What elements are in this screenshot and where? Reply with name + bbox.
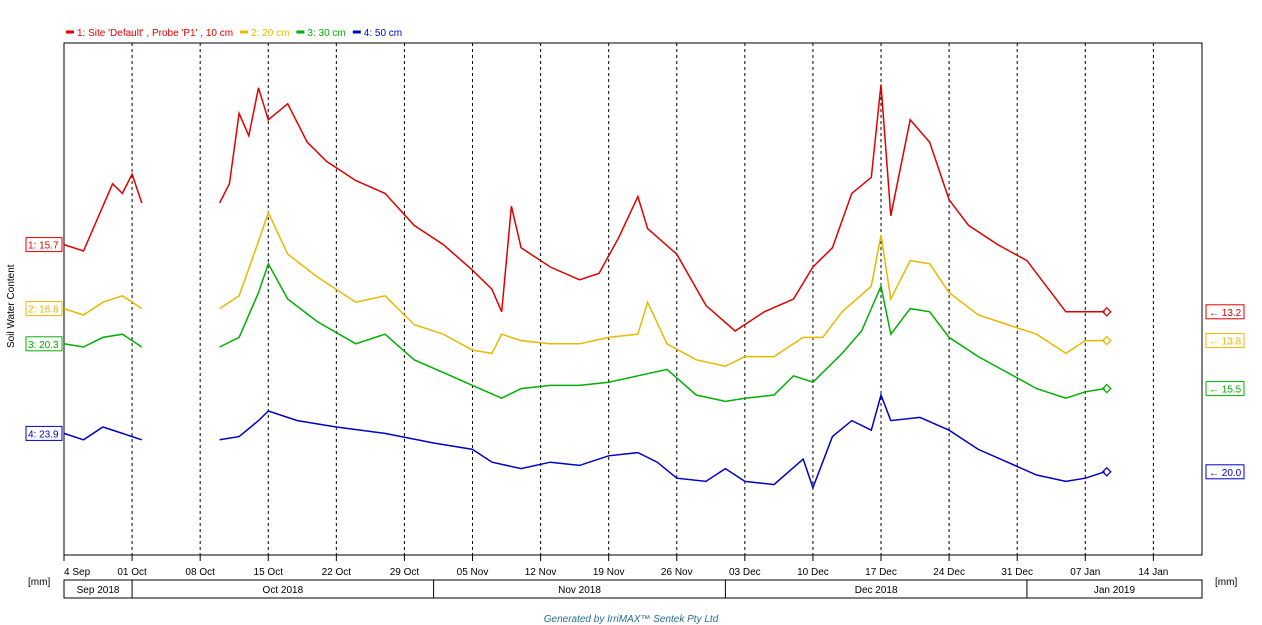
legend-item-3: 3: 30 cm	[307, 28, 345, 39]
x-tick-label: 31 Dec	[1001, 567, 1033, 578]
series-start-box-4	[25, 425, 63, 441]
month-band	[63, 579, 1203, 599]
legend-item-2: 2: 20 cm	[251, 28, 289, 39]
x-tick-label: 14 Jan	[1138, 567, 1168, 578]
x-tick-label: 26 Nov	[661, 567, 693, 578]
series-line-2	[219, 210, 1105, 367]
series-line-3	[63, 333, 143, 348]
series-start-label-1: 1: 15.7	[28, 241, 59, 252]
series-end-box-3	[1205, 381, 1245, 397]
series-end-box-1	[1205, 304, 1245, 320]
x-tick-label: 22 Oct	[322, 567, 352, 578]
series-end-marker-3	[1101, 383, 1112, 394]
series-end-label-2: ← 13.8	[1209, 337, 1242, 348]
series-start-label-3: 3: 20.3	[28, 340, 59, 351]
x-tick-label: 07 Jan	[1070, 567, 1100, 578]
series-end-label-1: ← 13.2	[1209, 308, 1242, 319]
series-line-1	[218, 84, 1105, 332]
x-tick-label: 03 Dec	[729, 567, 761, 578]
series-end-marker-1	[1101, 306, 1112, 317]
unit-right: [mm]	[1215, 577, 1237, 588]
series-line-3	[219, 261, 1105, 403]
series-end-box-4	[1205, 464, 1245, 480]
series-line-1	[63, 172, 143, 252]
series-end-box-2	[1205, 333, 1245, 349]
series-line-2	[63, 294, 143, 316]
series-start-box-2	[25, 301, 63, 317]
legend-item-4: 4: 50 cm	[364, 28, 402, 39]
series-end-label-3: ← 15.5	[1209, 385, 1242, 396]
series-line-4	[63, 426, 143, 441]
x-tick-label: 15 Oct	[254, 567, 284, 578]
x-tick-label: 08 Oct	[185, 567, 215, 578]
x-tick-label: 19 Nov	[593, 567, 625, 578]
series-start-label-2: 2: 16.8	[28, 305, 59, 316]
x-tick-label: 01 Oct	[117, 567, 147, 578]
x-tick-label: 05 Nov	[457, 567, 489, 578]
series-end-marker-2	[1101, 335, 1112, 346]
unit-left: [mm]	[28, 577, 50, 588]
x-tick-label: 24 Dec	[933, 567, 965, 578]
month-label: Oct 2018	[263, 585, 304, 596]
x-tick-label: 29 Oct	[390, 567, 420, 578]
series-end-label-4: ← 20.0	[1209, 468, 1242, 479]
x-tick-label: 4 Sep	[64, 567, 91, 578]
legend-item-1: 1: Site 'Default' , Probe 'P1' , 10 cm	[77, 28, 233, 39]
month-label: Nov 2018	[558, 585, 601, 596]
month-label: Dec 2018	[855, 585, 898, 596]
month-label: Jan 2019	[1094, 585, 1136, 596]
x-tick-label: 17 Dec	[865, 567, 897, 578]
month-label: Sep 2018	[77, 585, 120, 596]
y-axis-label: Soil Water Content	[6, 264, 17, 348]
series-start-box-3	[25, 336, 63, 352]
series-end-marker-4	[1101, 466, 1112, 477]
series-start-box-1	[25, 237, 63, 253]
series-start-label-4: 4: 23.9	[28, 429, 59, 440]
x-tick-label: 12 Nov	[525, 567, 557, 578]
series-line-4	[219, 392, 1105, 491]
footer-credit: Generated by IrriMAX™ Sentek Pty Ltd	[544, 614, 719, 625]
x-tick-label: 10 Dec	[797, 567, 829, 578]
